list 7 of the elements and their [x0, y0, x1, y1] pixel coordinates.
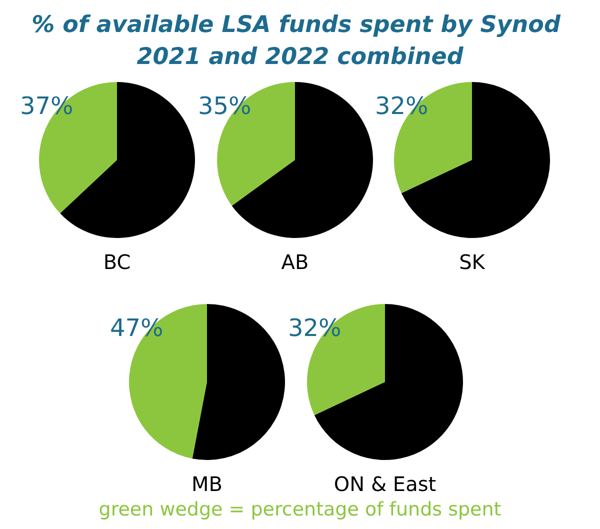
text: AB [281, 250, 309, 274]
text: SK [459, 250, 486, 274]
text: % of available LSA funds spent by Synod 2021 and 2022 combined [32, 12, 568, 70]
text: green wedge = percentage of funds spent [98, 498, 502, 520]
text: MB [192, 472, 222, 496]
text: BC [103, 250, 131, 274]
text: ON & East [334, 472, 436, 496]
